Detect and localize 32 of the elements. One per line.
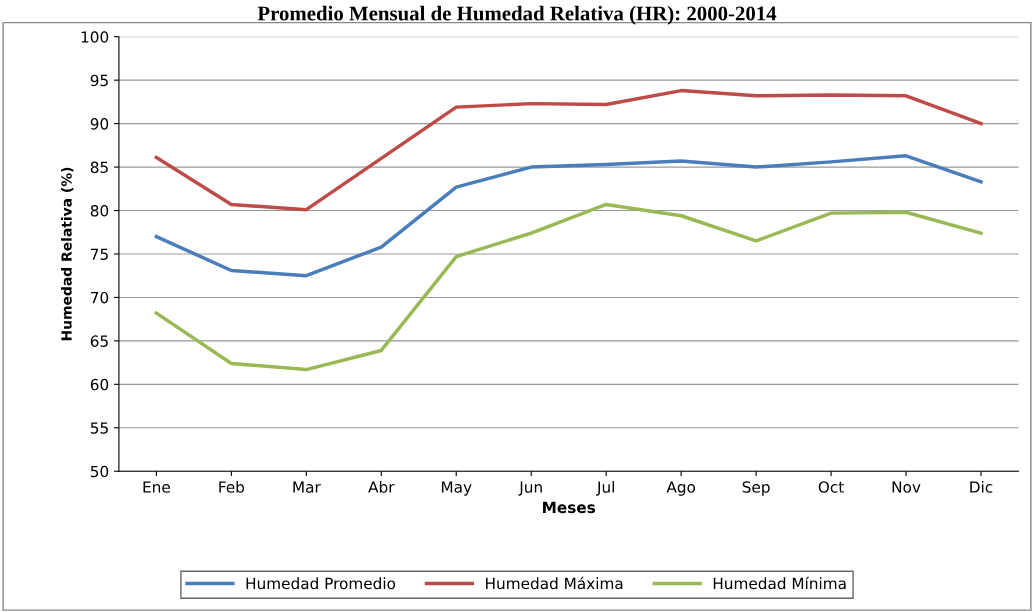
y-tick-label: 85 xyxy=(90,161,108,174)
line-series xyxy=(154,88,983,212)
y-tick-label: 65 xyxy=(90,335,108,347)
legend-label: Humedad Máxima xyxy=(486,576,623,590)
x-tick-label: Abr xyxy=(368,480,395,493)
x-tick-label: Nov xyxy=(892,481,921,493)
x-tick-label: Ene xyxy=(143,481,170,493)
x-tick-label: Oct xyxy=(818,481,844,493)
y-tick-label: 90 xyxy=(90,118,109,130)
x-tick-label: Feb xyxy=(219,480,245,493)
x-axis-title: Meses xyxy=(543,501,596,514)
x-tick-label: Jul xyxy=(596,480,614,496)
legend-label: Humedad Promedio xyxy=(246,577,396,590)
x-tick-label: May xyxy=(441,481,472,496)
x-tick-label: Sep xyxy=(742,481,770,496)
chart-title: Promedio Mensual de Humedad Relativa (HR): 2000-2014 xyxy=(257,5,777,25)
y-tick-label: 95 xyxy=(90,74,108,87)
y-axis-title: Humedad Relativa (%) xyxy=(61,167,74,341)
y-tick-label: 55 xyxy=(90,422,108,434)
y-tick-label: 100 xyxy=(81,31,109,43)
y-tick-label: 80 xyxy=(90,204,109,217)
x-tick-label: Ago xyxy=(666,481,696,496)
y-tick-label: 75 xyxy=(91,248,108,260)
x-tick-label: Jun xyxy=(518,481,542,496)
x-tick-label: Mar xyxy=(293,481,321,493)
y-tick-label: 50 xyxy=(90,465,109,478)
line-series xyxy=(154,154,983,278)
line-series xyxy=(154,202,983,372)
legend-label: Humedad Mínima xyxy=(713,576,846,590)
y-tick-label: 60 xyxy=(90,378,109,391)
y-tick-label: 70 xyxy=(91,291,109,304)
x-tick-label: Dic xyxy=(970,480,993,493)
